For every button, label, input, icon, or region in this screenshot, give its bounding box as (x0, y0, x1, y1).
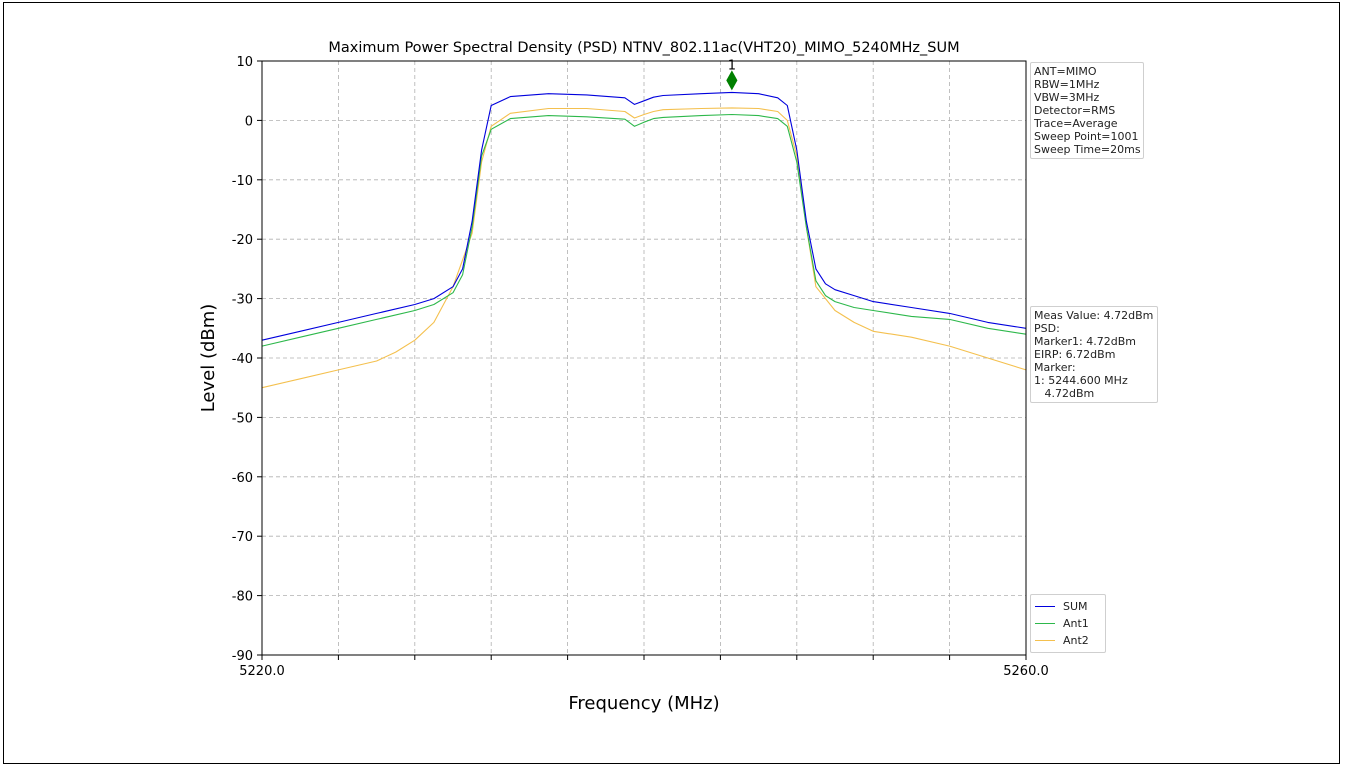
legend-label: Ant1 (1063, 617, 1089, 630)
y-tick-label: -80 (232, 590, 253, 605)
y-tick-label: 10 (236, 55, 253, 70)
y-tick-label: -20 (232, 233, 253, 248)
measurement-line: Marker1: 4.72dBm (1034, 335, 1136, 348)
measurement-line: PSD: (1034, 322, 1060, 335)
measurement-line: Marker: (1034, 361, 1076, 374)
measurement-line: 4.72dBm (1034, 387, 1095, 400)
measurement-box: Meas Value: 4.72dBm PSD: Marker1: 4.72dBm E… (1030, 306, 1158, 403)
y-tick-label: -10 (232, 174, 253, 189)
legend-swatch (1035, 623, 1055, 624)
x-axis-label: Frequency (MHz) (568, 693, 719, 714)
series-line-ant1 (261, 113, 1027, 347)
y-tick-label: 0 (245, 114, 253, 129)
series-lines (261, 91, 1027, 389)
measurement-line: EIRP: 6.72dBm (1034, 348, 1116, 361)
y-axis-label: Level (dBm) (198, 304, 219, 413)
grid-lines (262, 61, 1026, 655)
measurement-line: Meas Value: 4.72dBm (1034, 309, 1154, 322)
series-line-sum (261, 91, 1027, 341)
x-tick-label: 5260.0 (1003, 664, 1049, 679)
figure-frame (3, 2, 1340, 764)
legend-swatch (1035, 606, 1055, 607)
legend-label: SUM (1063, 600, 1088, 613)
settings-line: Detector=RMS (1034, 104, 1116, 117)
marker-diamond (726, 70, 738, 91)
peak-marker: 1 (726, 58, 738, 91)
legend-item: Ant1 (1035, 615, 1101, 632)
y-tick-label: -70 (232, 530, 253, 545)
chart-title: Maximum Power Spectral Density (PSD) NTN… (328, 40, 959, 56)
measurement-line: 1: 5244.600 MHz (1034, 374, 1128, 387)
settings-line: Trace=Average (1034, 117, 1118, 130)
axis-ticks: 5220.0 5260.0 10 0 -10 -20 -30 -40 -50 -60 -70 -80 -… (232, 55, 1049, 679)
x-tick-label: 5220.0 (239, 664, 285, 679)
settings-box: ANT=MIMO RBW=1MHz VBW=3MHz Detector=RMS Trac… (1030, 62, 1144, 159)
y-tick-label: -40 (232, 352, 253, 367)
settings-line: RBW=1MHz (1034, 78, 1100, 91)
y-tick-label: -50 (232, 411, 253, 426)
settings-line: Sweep Time=20ms (1034, 143, 1141, 156)
y-tick-label: -30 (232, 293, 253, 308)
legend-swatch (1035, 640, 1055, 641)
y-tick-label: -90 (232, 649, 253, 664)
settings-line: Sweep Point=1001 (1034, 130, 1139, 143)
settings-line: VBW=3MHz (1034, 91, 1100, 104)
legend-item: Ant2 (1035, 632, 1101, 649)
legend: SUM Ant1 Ant2 (1030, 594, 1106, 653)
y-tick-label: -60 (232, 471, 253, 486)
series-line-ant2 (261, 107, 1027, 389)
marker-label: 1 (728, 58, 736, 73)
legend-item: SUM (1035, 598, 1101, 615)
settings-line: ANT=MIMO (1034, 65, 1097, 78)
legend-label: Ant2 (1063, 634, 1089, 647)
